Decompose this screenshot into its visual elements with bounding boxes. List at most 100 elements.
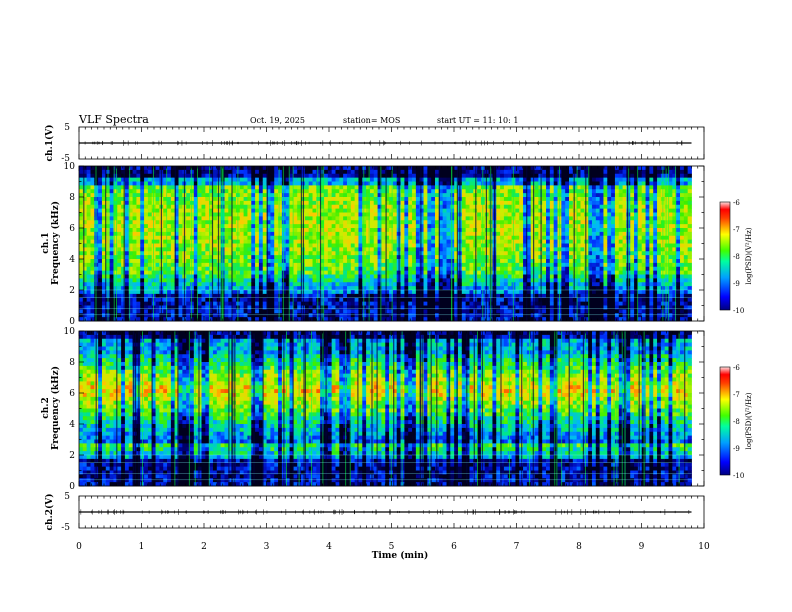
spectrogram-cell [392, 200, 398, 206]
spectrogram-cell [293, 197, 298, 202]
spectrogram-cell [446, 200, 451, 206]
spectrogram-cell [523, 212, 528, 217]
spectrogram-cell [496, 169, 501, 175]
spectrogram-cell [304, 247, 310, 252]
spectrogram-cell [419, 216, 424, 221]
spectrogram-cell [496, 297, 501, 303]
spectrogram-cell [197, 255, 202, 260]
spectrogram-cell [258, 189, 264, 194]
spectrogram-cell [412, 305, 417, 310]
spectrogram-cell [232, 220, 237, 225]
spectrogram-cell [247, 197, 252, 202]
spectrogram-cell [438, 274, 444, 279]
spectrogram-cell [224, 166, 229, 171]
spectrogram-cell [423, 204, 428, 210]
spectrogram-cell [79, 255, 84, 260]
spectrogram-cell [281, 313, 287, 318]
spectrogram-cell [258, 274, 264, 279]
spectrogram-cell [362, 290, 367, 295]
spectrogram-cell [178, 235, 183, 241]
spectrogram-cell [350, 290, 356, 295]
spectrogram-cell [167, 290, 172, 295]
spectrogram-cell [90, 243, 95, 248]
spectrogram-cell [251, 297, 256, 303]
spectrogram-cell [209, 251, 214, 256]
spectrogram-cell [197, 282, 202, 287]
spectrogram-cell [136, 247, 141, 252]
spectrogram-cell [304, 286, 310, 291]
spectrogram-cell [243, 259, 248, 264]
spectrogram-cell [461, 193, 467, 198]
spectrogram-cell [385, 262, 390, 268]
spectrogram-cell [438, 290, 444, 295]
spectrogram-cell [205, 290, 210, 295]
spectrogram-cell [86, 181, 91, 186]
spectrogram-cell [136, 197, 141, 202]
spectrogram-cell [224, 251, 229, 256]
spectrogram-cell [255, 305, 260, 310]
spectrogram-cell [155, 177, 160, 182]
spectrogram-cell [136, 173, 141, 179]
spectrogram-cell [147, 247, 153, 252]
spectrogram-cell [312, 309, 317, 314]
spectrogram-cell [209, 220, 214, 225]
spectrogram-cell [251, 166, 256, 171]
spectrogram-cell [132, 239, 137, 244]
spectrogram-cell [408, 290, 413, 295]
spectrogram-cell [373, 185, 378, 190]
spectrogram-cell [346, 239, 352, 244]
spectrogram-cell [404, 220, 409, 225]
spectrogram-cell [82, 309, 88, 314]
spectrogram-cell [151, 197, 156, 202]
spectrogram-cell [354, 305, 359, 310]
spectrogram-cell [278, 197, 283, 202]
spectrogram-cell [140, 166, 145, 171]
spectrogram-cell [400, 235, 405, 241]
spectrogram-cell [400, 228, 405, 233]
spectrogram-cell [132, 290, 137, 295]
spectrogram-cell [343, 166, 348, 171]
spectrogram-cell [308, 224, 313, 229]
spectrogram-cell [438, 220, 444, 225]
spectrogram-cell [358, 270, 363, 275]
spectrogram-cell [82, 313, 88, 318]
spectrogram-cell [412, 231, 417, 237]
spectrogram-cell [98, 313, 103, 318]
spectrogram-cell [289, 262, 294, 268]
spectrogram-cell [431, 259, 436, 264]
spectrogram-cell [327, 228, 333, 233]
spectrogram-cell [98, 200, 103, 206]
spectrogram-cell [392, 166, 398, 171]
spectrogram-cell [324, 169, 329, 175]
spectrogram-cell [201, 259, 206, 264]
spectrogram-cell [147, 224, 153, 229]
spectrogram-cell [415, 235, 421, 241]
spectrogram-cell [224, 189, 229, 194]
spectrogram-cell [190, 166, 195, 171]
spectrogram-cell [174, 185, 179, 190]
spectrogram-cell [519, 259, 524, 264]
spectrogram-cell [312, 212, 317, 217]
spectrogram-cell [124, 169, 130, 175]
spectrogram-cell [178, 193, 183, 198]
spectrogram-cell [377, 212, 382, 217]
spectrogram-cell [124, 309, 130, 314]
spectrogram-cell [262, 297, 267, 303]
spectrogram-cell [285, 274, 290, 279]
spectrogram-cell [239, 270, 245, 275]
spectrogram-cell [446, 290, 451, 295]
spectrogram-cell [228, 286, 233, 291]
spectrogram-cell [285, 251, 290, 256]
spectrogram-cell [477, 266, 482, 272]
spectrogram-cell [385, 169, 390, 175]
spectrogram-cell [389, 220, 394, 225]
spectrogram-cell [190, 235, 195, 241]
spectrogram-cell [400, 243, 405, 248]
spectrogram-cell [117, 173, 122, 179]
spectrogram-cell [178, 297, 183, 303]
spectrogram-cell [392, 197, 398, 202]
spectrogram-cell [209, 305, 214, 310]
spectrogram-cell [469, 197, 474, 202]
spectrogram-cell [285, 224, 290, 229]
spectrogram-cell [297, 220, 302, 225]
